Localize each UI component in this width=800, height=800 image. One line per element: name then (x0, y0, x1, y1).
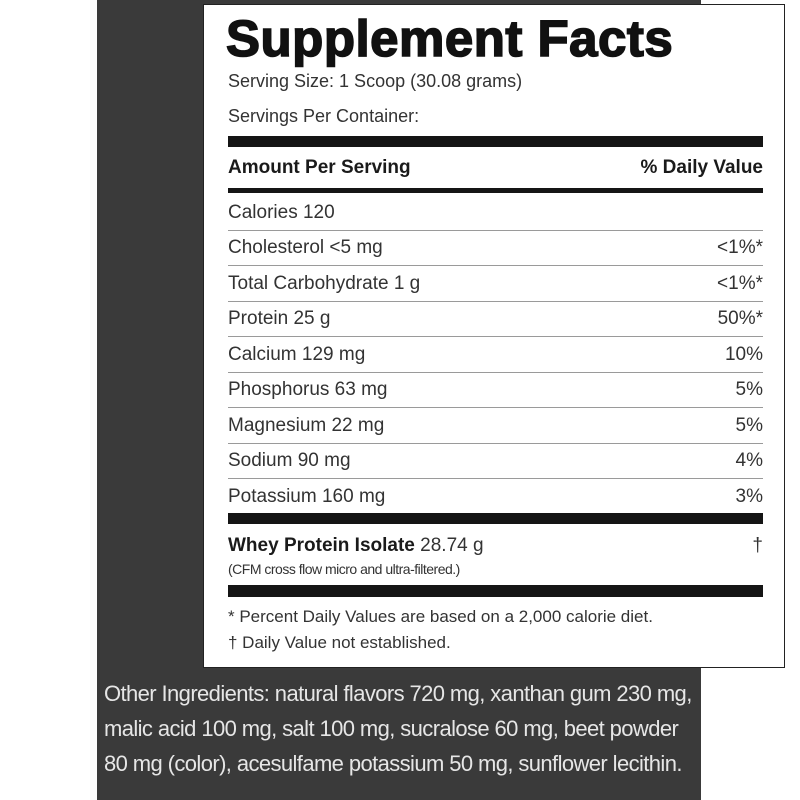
dark-background-panel: Supplement Facts Serving Size: 1 Scoop (… (97, 0, 785, 800)
nutrient-row: Calories 120 (228, 195, 763, 230)
other-ingredients: Other Ingredients: natural flavors 720 m… (104, 681, 692, 776)
nutrient-name: Total Carbohydrate 1 g (228, 272, 421, 294)
nutrient-name: Calcium 129 mg (228, 343, 366, 365)
nutrient-row: Calcium 129 mg 10% (228, 337, 763, 372)
nutrient-row: Cholesterol <5 mg <1%* (228, 231, 763, 266)
divider-thick (228, 136, 763, 147)
serving-size: Serving Size: 1 Scoop (30.08 grams) (228, 71, 523, 91)
nutrient-dv: 4% (735, 450, 763, 471)
nutrient-dv: <1%* (717, 272, 763, 294)
divider-thick (228, 513, 763, 524)
nutrient-row: Potassium 160 mg 3% (228, 479, 763, 514)
nutrient-name: Sodium 90 mg (228, 450, 351, 471)
nutrient-dv: 3% (735, 485, 763, 507)
nutrient-row: Protein 25 g 50%* (228, 302, 763, 337)
row-divider (228, 300, 763, 302)
whey-amount: 28.74 g (420, 535, 484, 556)
label-title: Supplement Facts (225, 9, 674, 68)
nutrient-dv: <1%* (717, 237, 763, 258)
nutrient-name: Cholesterol <5 mg (228, 237, 383, 258)
nutrient-name: Calories 120 (228, 201, 335, 223)
table-header: Amount Per Serving % Daily Value (228, 157, 763, 179)
nutrient-row: Sodium 90 mg 4% (228, 444, 763, 479)
nutrient-name: Phosphorus 63 mg (228, 379, 388, 400)
row-divider (228, 371, 763, 373)
nutrient-name: Magnesium 22 mg (228, 414, 385, 436)
divider-medium (228, 188, 763, 193)
row-divider (228, 442, 763, 444)
divider-thick (228, 585, 763, 597)
row-divider (228, 407, 763, 408)
whey-note: (CFM cross flow micro and ultra-filtered… (228, 561, 460, 577)
nutrient-dv: 50%* (717, 308, 763, 329)
row-divider (228, 229, 763, 231)
row-divider (228, 265, 763, 266)
servings-per-container: Servings Per Container: (228, 106, 420, 126)
whey-protein-row: Whey Protein Isolate 28.74 g † (228, 535, 763, 557)
nutrient-row: Magnesium 22 mg 5% (228, 408, 763, 443)
row-divider (228, 478, 763, 479)
supplement-facts-label: Supplement Facts Serving Size: 1 Scoop (… (203, 4, 785, 668)
nutrient-row: Total Carbohydrate 1 g <1%* (228, 266, 763, 301)
row-divider (228, 336, 763, 337)
amount-per-serving-header: Amount Per Serving (228, 157, 411, 178)
nutrient-name: Protein 25 g (228, 308, 331, 329)
nutrient-row: Phosphorus 63 mg 5% (228, 373, 763, 408)
nutrient-dv: 10% (724, 343, 763, 365)
footnote-not-established: † Daily Value not established. (228, 633, 451, 652)
nutrient-dv: 5% (735, 414, 763, 436)
daily-value-header: % Daily Value (640, 157, 763, 178)
whey-name: Whey Protein Isolate (228, 535, 415, 556)
footnote-daily-values: * Percent Daily Values are based on a 2,… (228, 607, 653, 626)
nutrient-name: Potassium 160 mg (228, 485, 386, 507)
nutrient-dv: 5% (735, 379, 763, 400)
whey-dv: † (752, 535, 763, 556)
